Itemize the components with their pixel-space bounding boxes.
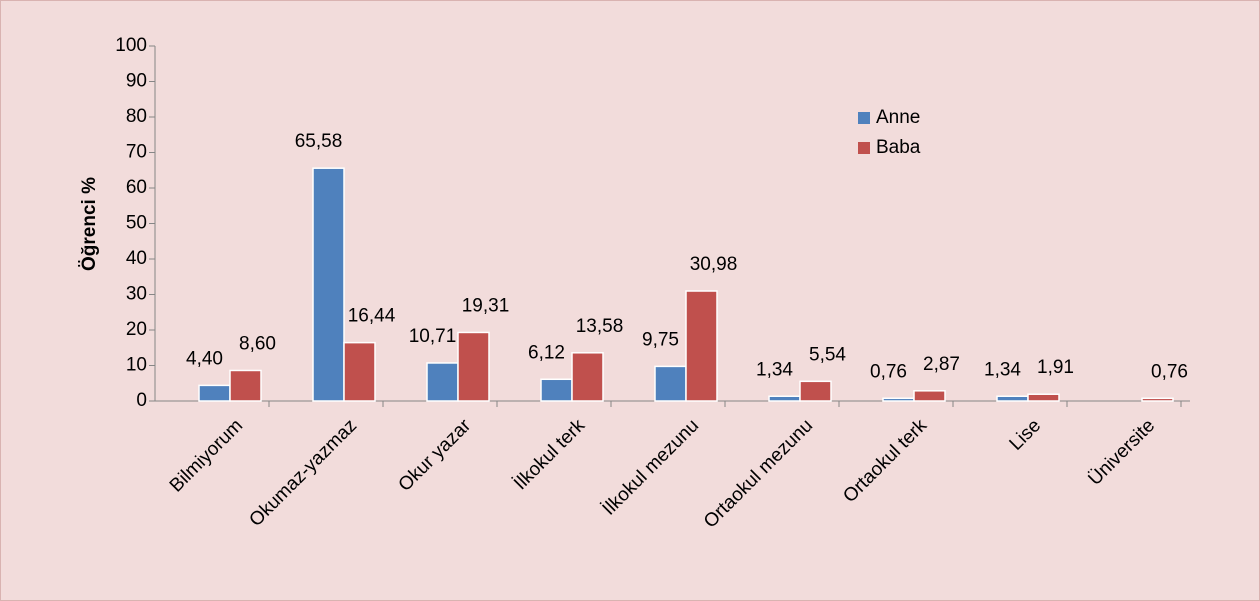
bar [685,290,718,402]
bar [343,341,376,402]
y-tick-label: 80 [126,106,147,127]
legend-swatch [858,112,870,124]
bar [1027,393,1060,402]
data-label: 8,60 [239,333,276,354]
bar [882,397,915,402]
bar [1141,397,1174,402]
y-tick-label: 40 [126,248,147,269]
data-label: 65,58 [295,131,343,152]
legend-swatch [858,142,870,154]
bar [312,167,345,402]
bar [426,362,459,402]
data-label: 16,44 [348,306,396,327]
y-tick-label: 90 [126,71,147,92]
bar [457,331,490,402]
data-label: 9,75 [642,329,679,350]
bar [996,395,1029,402]
data-label: 30,98 [690,254,738,275]
y-tick-label: 60 [126,177,147,198]
data-label: 6,12 [528,342,565,363]
data-label: 5,54 [809,344,846,365]
legend-label: Baba [876,137,921,158]
bar [768,395,801,402]
data-label: 4,40 [186,348,223,369]
data-label: 2,87 [923,354,960,375]
data-label: 10,71 [409,326,457,347]
bar [540,378,573,402]
bar [571,352,604,402]
y-tick-label: 10 [126,355,147,376]
data-label: 1,34 [984,359,1021,380]
y-axis-title: Öğrenci % [79,177,100,271]
data-label: 0,76 [870,361,907,382]
y-tick-label: 100 [115,35,147,56]
y-tick-label: 70 [126,142,147,163]
data-label: 1,91 [1037,357,1074,378]
data-label: 0,76 [1151,361,1188,382]
bar [229,369,262,402]
y-tick-label: 50 [126,213,147,234]
data-label: 19,31 [462,295,510,316]
bar [799,380,832,402]
bar [198,384,231,402]
y-tick-label: 30 [126,284,147,305]
data-label: 1,34 [756,359,793,380]
y-tick-label: 20 [126,319,147,340]
y-tick-label: 0 [136,390,147,411]
bar [913,390,946,402]
bar [654,365,687,402]
data-label: 13,58 [576,316,624,337]
legend-label: Anne [876,107,920,128]
